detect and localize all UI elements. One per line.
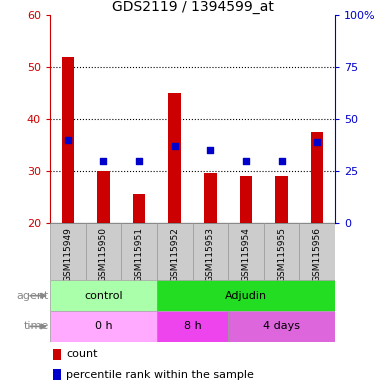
Text: agent: agent: [16, 291, 49, 301]
Bar: [121, 223, 157, 280]
Point: [243, 157, 249, 164]
Bar: [264, 223, 300, 280]
Bar: [228, 223, 264, 280]
Text: time: time: [23, 321, 49, 331]
Point: [278, 157, 285, 164]
Point: [136, 157, 142, 164]
Title: GDS2119 / 1394599_at: GDS2119 / 1394599_at: [112, 0, 273, 14]
Bar: [169, 93, 181, 223]
Text: percentile rank within the sample: percentile rank within the sample: [66, 370, 254, 380]
Text: 8 h: 8 h: [184, 321, 201, 331]
Bar: [157, 223, 192, 280]
Text: control: control: [84, 291, 123, 301]
Bar: [85, 223, 121, 280]
Point: [65, 137, 71, 143]
Text: GSM115949: GSM115949: [64, 227, 72, 282]
Bar: [300, 223, 335, 280]
Point: [100, 157, 107, 164]
Bar: [204, 174, 216, 223]
Point: [314, 139, 320, 145]
Text: GSM115954: GSM115954: [241, 227, 250, 282]
Bar: [192, 223, 228, 280]
Text: count: count: [66, 349, 98, 359]
Bar: [311, 132, 323, 223]
Bar: [275, 176, 288, 223]
Text: 0 h: 0 h: [95, 321, 112, 331]
Bar: [50, 311, 157, 342]
Bar: [62, 57, 74, 223]
Point: [172, 143, 178, 149]
Bar: [53, 369, 60, 380]
Text: GSM115951: GSM115951: [135, 227, 144, 282]
Bar: [133, 194, 145, 223]
Text: GSM115953: GSM115953: [206, 227, 215, 282]
Text: 4 days: 4 days: [263, 321, 300, 331]
Bar: [50, 280, 157, 311]
Bar: [240, 176, 252, 223]
Text: GSM115950: GSM115950: [99, 227, 108, 282]
Text: GSM115952: GSM115952: [170, 227, 179, 282]
Bar: [228, 311, 335, 342]
Text: GSM115956: GSM115956: [313, 227, 321, 282]
Bar: [157, 280, 335, 311]
Bar: [157, 311, 228, 342]
Point: [207, 147, 213, 153]
Bar: [97, 171, 110, 223]
Text: GSM115955: GSM115955: [277, 227, 286, 282]
Bar: [53, 349, 60, 359]
Bar: [50, 223, 85, 280]
Text: Adjudin: Adjudin: [225, 291, 267, 301]
